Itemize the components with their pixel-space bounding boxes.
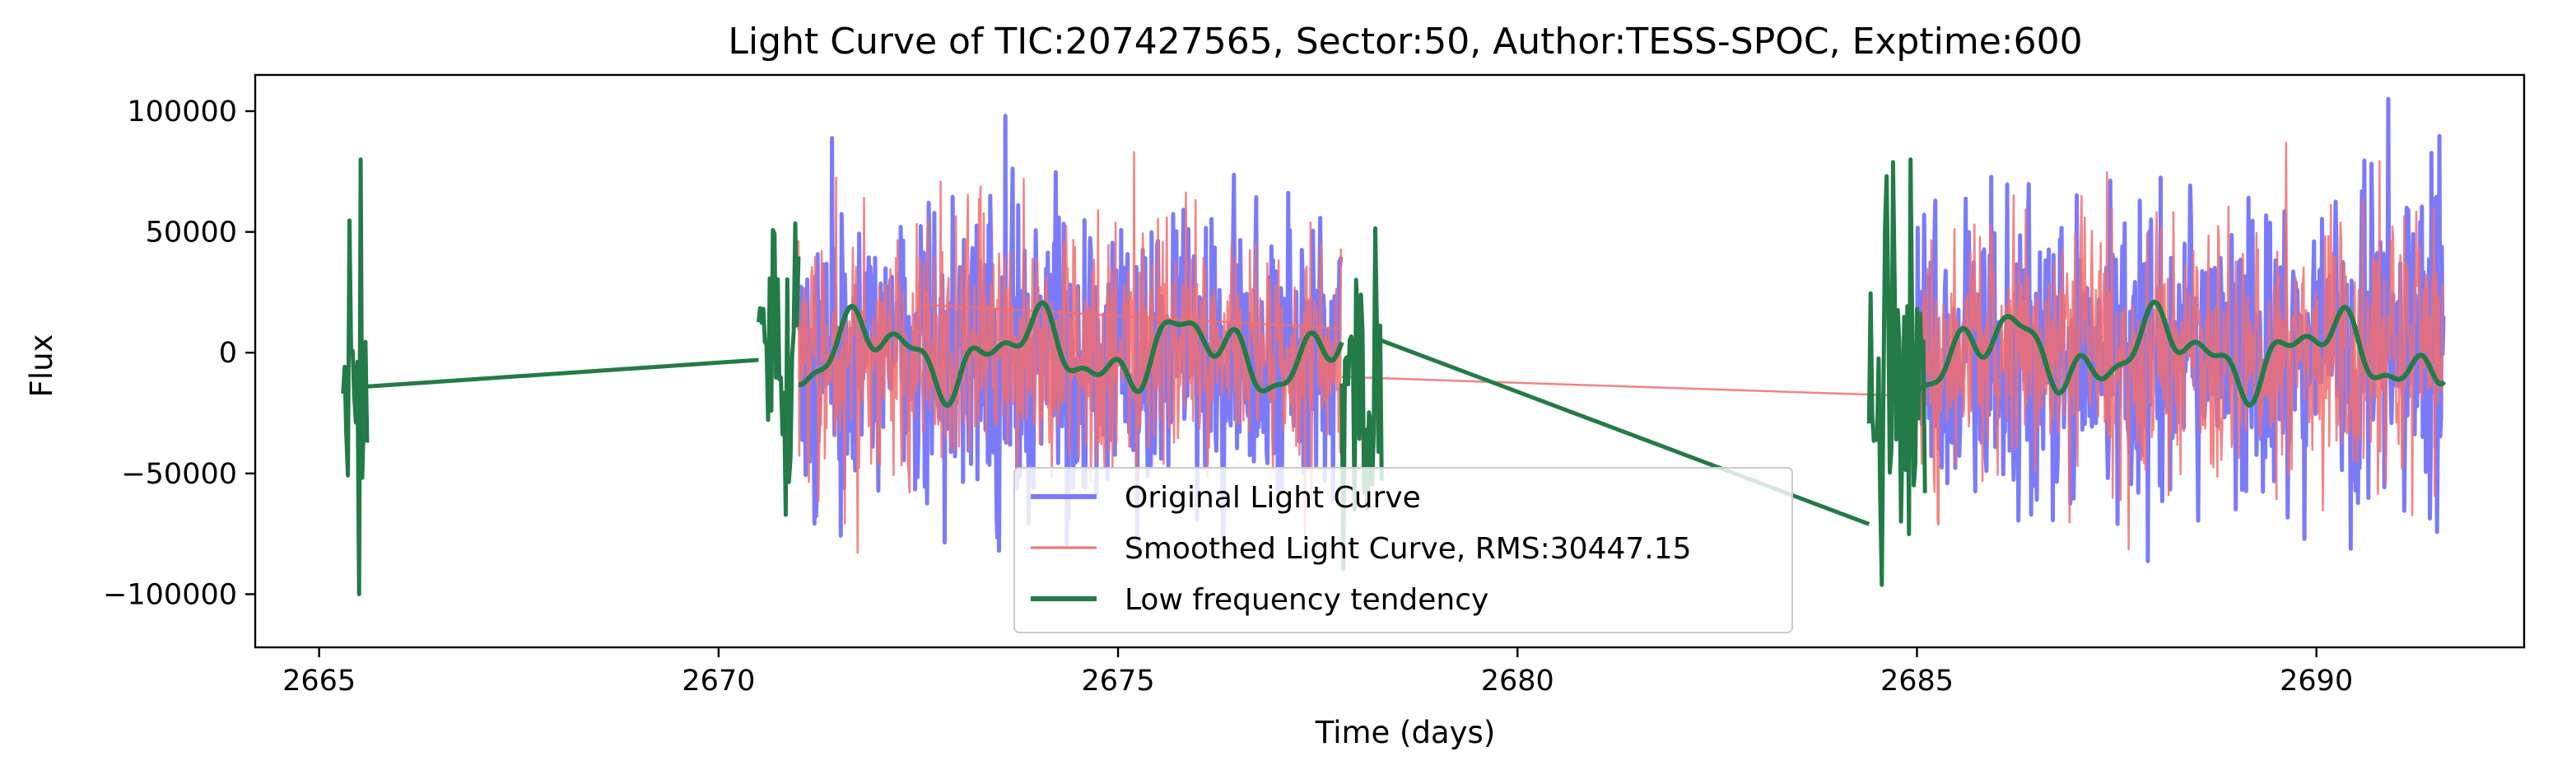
x-tick-label: 2665	[282, 665, 356, 698]
series-smoothed-connector-2	[1341, 376, 1917, 398]
y-tick-label: 0	[219, 337, 237, 370]
series-low-frequency-segment-1	[797, 300, 1344, 409]
x-tick-label: 2685	[1880, 665, 1954, 698]
y-tick-label: 100000	[127, 96, 237, 128]
chart-title: Light Curve of TIC:207427565, Sector:50,…	[728, 21, 2082, 63]
series-smoothed-segment-2	[1916, 142, 2445, 551]
y-tick-label: 50000	[146, 217, 237, 250]
x-tick-label: 2690	[2280, 665, 2353, 698]
legend-box	[1013, 467, 1793, 633]
series-original-segment-2	[1915, 96, 2446, 563]
series-smoothed-segment-1	[797, 151, 1343, 554]
legend: Original Light Curve Smoothed Light Curv…	[1013, 467, 1793, 633]
y-tick-label: −50000	[121, 458, 237, 491]
series-smoothed-connector-1	[918, 303, 1342, 330]
series-low-frequency-burst-2	[756, 221, 801, 517]
y-axis-label: Flux	[24, 334, 59, 398]
series-low-frequency-burst-4	[1866, 157, 1927, 587]
x-axis-label: Time (days)	[1315, 715, 1496, 750]
legend-label-original: Original Light Curve	[1125, 481, 1421, 515]
legend-label-low-frequency: Low frequency tendency	[1125, 583, 1488, 617]
legend-label-smoothed: Smoothed Light Curve, RMS:30447.15	[1125, 532, 1692, 566]
series-low-frequency-burst-3	[1339, 226, 1384, 572]
x-tick-label: 2675	[1082, 665, 1155, 698]
x-tick-label: 2680	[1481, 665, 1554, 698]
axes-frame	[254, 73, 2526, 649]
y-tick-label: −100000	[103, 578, 237, 611]
series-low-frequency-burst-1	[341, 157, 370, 596]
series-low-frequency-connector-1	[366, 357, 759, 389]
series-low-frequency-segment-2	[1915, 299, 2447, 408]
x-tick-label: 2670	[682, 665, 755, 698]
axis-ticks: 2665 2670 2675 2680 2685 2690 −100000 −50000 0 50…	[103, 96, 2353, 698]
